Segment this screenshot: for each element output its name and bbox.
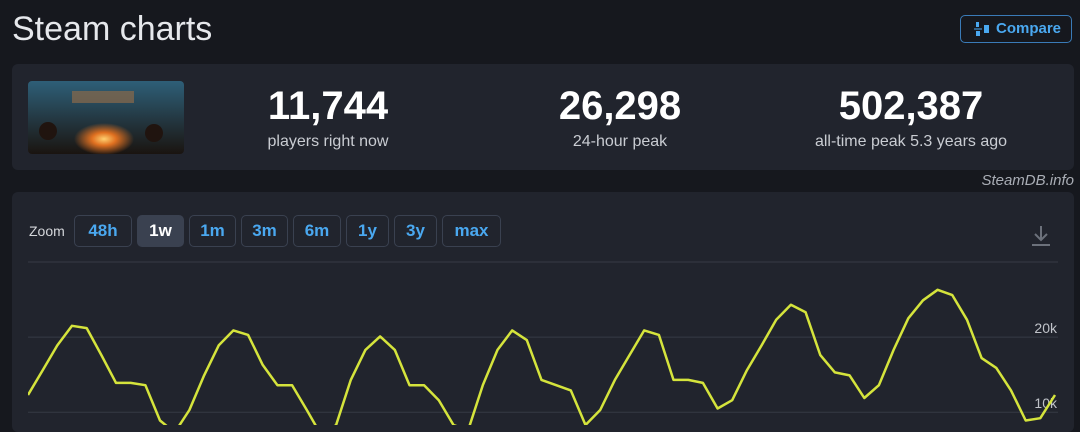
game-thumbnail <box>28 81 184 154</box>
stat-label: 24-hour peak <box>572 133 668 150</box>
stat: 26,298 24-hour peak <box>470 84 770 151</box>
compare-button[interactable]: Compare <box>960 15 1072 43</box>
zoom-button[interactable]: 3m <box>241 215 288 247</box>
stat-label: all-time peak 5.3 years ago <box>814 133 1008 150</box>
compare-icon <box>974 22 989 36</box>
stat-value: 26,298 <box>558 84 682 128</box>
stat: 11,744 players right now <box>178 84 478 151</box>
zoom-button[interactable]: 1m <box>189 215 236 247</box>
stat-label: players right now <box>267 133 389 150</box>
compare-label: Compare <box>996 20 1062 37</box>
stat-value: 502,387 <box>838 84 984 128</box>
zoom-button[interactable]: 48h <box>74 215 132 247</box>
zoom-button[interactable]: 3y <box>394 215 437 247</box>
stats-panel <box>12 64 1074 170</box>
zoom-button[interactable]: max <box>442 215 501 247</box>
stat: 502,387 all-time peak 5.3 years ago <box>761 84 1061 151</box>
download-icon[interactable] <box>1030 224 1052 248</box>
zoom-label: Zoom <box>29 223 65 239</box>
y-tick-label: 20k <box>1034 320 1058 336</box>
page-title: Steam charts <box>12 10 213 48</box>
stat-value: 11,744 <box>267 84 389 128</box>
watermark: SteamDB.info <box>981 172 1074 189</box>
zoom-button[interactable]: 6m <box>293 215 341 247</box>
player-line <box>28 288 1057 425</box>
zoom-button[interactable]: 1w <box>137 215 184 247</box>
zoom-button[interactable]: 1y <box>346 215 389 247</box>
